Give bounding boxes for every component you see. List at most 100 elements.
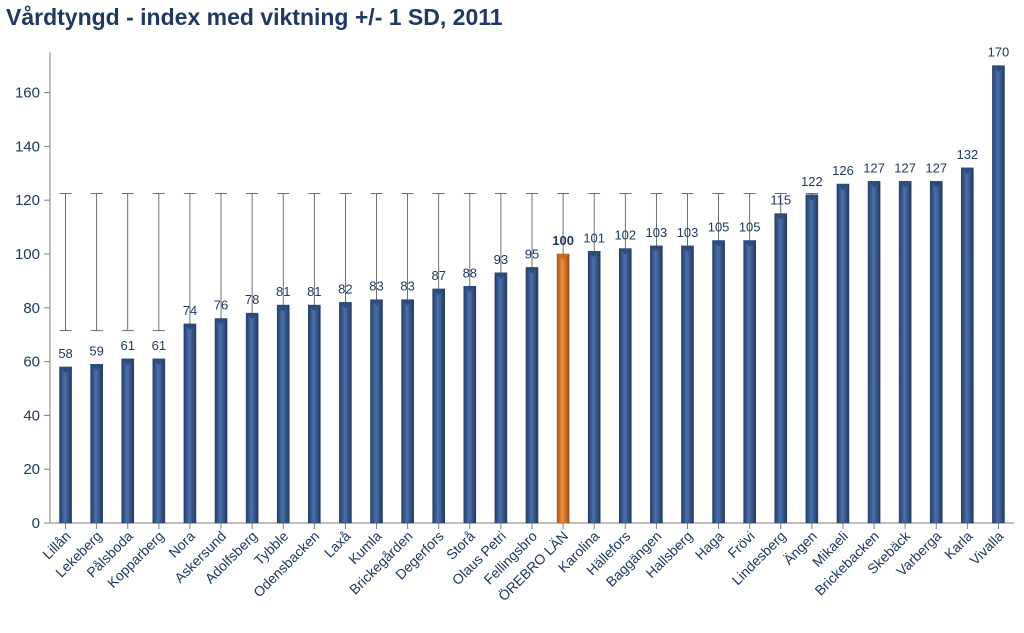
bar-cap: [59, 366, 72, 373]
data-label: 83: [369, 279, 383, 294]
y-tick-label: 40: [23, 407, 40, 424]
bar: [214, 318, 228, 524]
bar: [556, 253, 570, 524]
y-tick-labels: 0 20 40 60 80 100 120 140 160: [15, 85, 40, 532]
data-label: 122: [801, 174, 823, 189]
data-label: 58: [58, 346, 72, 361]
bar-cap: [277, 305, 290, 312]
data-label: 102: [614, 228, 636, 243]
bar-cap: [774, 213, 787, 220]
data-label: 127: [894, 160, 916, 175]
bar: [308, 304, 321, 524]
y-tick-label: 20: [23, 461, 40, 478]
data-labels: 58 59 61 61 74 76 78 81 81 82 83 83 87 88 93 95 100 101 10…: [58, 45, 1009, 361]
bar: [183, 323, 197, 524]
bar: [587, 251, 601, 524]
bar: [245, 312, 259, 524]
bar-cap: [308, 305, 321, 312]
bar: [432, 288, 446, 524]
bar-cap: [930, 181, 943, 188]
bar-cap: [432, 288, 445, 295]
data-label: 103: [677, 225, 699, 240]
data-label: 61: [121, 338, 135, 353]
bar: [463, 285, 477, 524]
bar: [712, 240, 725, 524]
y-tick-label: 60: [23, 354, 40, 371]
data-label: 88: [463, 265, 477, 280]
bar: [494, 272, 508, 524]
bar-cap: [588, 251, 601, 258]
bar-cap: [712, 240, 725, 247]
bar: [961, 167, 974, 524]
bar-cap: [805, 194, 818, 201]
data-label: 76: [214, 298, 228, 313]
bar-cap: [246, 313, 259, 320]
category-labels: LillånLekebergPålsbodaKopparbergNoraAske…: [39, 527, 1006, 604]
bar: [90, 363, 103, 524]
y-tick-label: 160: [15, 85, 40, 102]
data-label: 101: [583, 230, 605, 245]
bar: [836, 183, 850, 524]
data-label: 59: [89, 343, 103, 358]
data-label: 170: [988, 45, 1010, 60]
bar: [650, 245, 663, 524]
y-tick-label: 100: [15, 246, 40, 263]
bar: [898, 181, 912, 524]
y-tick-label: 80: [23, 300, 40, 317]
data-label: 103: [646, 225, 668, 240]
bar-cap: [90, 364, 103, 371]
bars: [59, 65, 1005, 524]
data-label: 105: [708, 220, 730, 235]
chart-title: Vårdtyngd - index med viktning +/- 1 SD,…: [6, 4, 503, 30]
bar: [929, 181, 943, 524]
data-label: 74: [183, 303, 197, 318]
data-label: 83: [400, 279, 414, 294]
category-label: Vivalla: [966, 528, 1006, 568]
bar: [276, 304, 290, 524]
bar-cap: [339, 302, 352, 309]
bar-cap: [526, 267, 538, 274]
bar-cap: [899, 181, 912, 188]
data-label: 81: [276, 284, 290, 299]
bar: [681, 245, 694, 524]
bar-cap: [494, 272, 507, 279]
bar-cap: [681, 245, 694, 252]
bar: [743, 240, 756, 524]
y-tick-label: 0: [32, 515, 40, 532]
bar: [774, 213, 788, 524]
bar: [992, 65, 1005, 524]
bar-cap: [183, 323, 196, 330]
data-label: 115: [770, 193, 791, 208]
bar-cap: [401, 299, 414, 306]
data-label: 100: [552, 233, 574, 248]
bar: [805, 194, 819, 524]
bar-cap: [619, 248, 632, 255]
data-label: 93: [494, 252, 508, 267]
bar-cap: [743, 240, 756, 247]
bar: [618, 248, 632, 524]
bar: [867, 181, 881, 524]
data-label: 61: [152, 338, 166, 353]
data-label: 82: [338, 281, 352, 296]
bar-cap: [463, 286, 476, 293]
data-label: 78: [245, 292, 259, 307]
bar-cap: [992, 65, 1005, 72]
bar-cap: [152, 358, 165, 365]
bar-cap: [961, 167, 974, 174]
bar: [59, 366, 72, 524]
y-tick-label: 140: [15, 138, 40, 155]
y-tick-label: 120: [15, 192, 40, 209]
bar-cap: [650, 245, 663, 252]
category-label: Haga: [692, 528, 727, 563]
bar-cap: [215, 318, 228, 325]
bar: [370, 299, 383, 524]
bar-cap: [121, 358, 134, 365]
data-label: 127: [863, 160, 885, 175]
bar: [525, 267, 539, 524]
data-label: 105: [739, 220, 761, 235]
bar-cap: [836, 184, 849, 191]
bar: [401, 299, 414, 524]
bar-cap: [370, 299, 383, 306]
data-label: 87: [431, 268, 445, 283]
bar-cap: [557, 254, 570, 260]
